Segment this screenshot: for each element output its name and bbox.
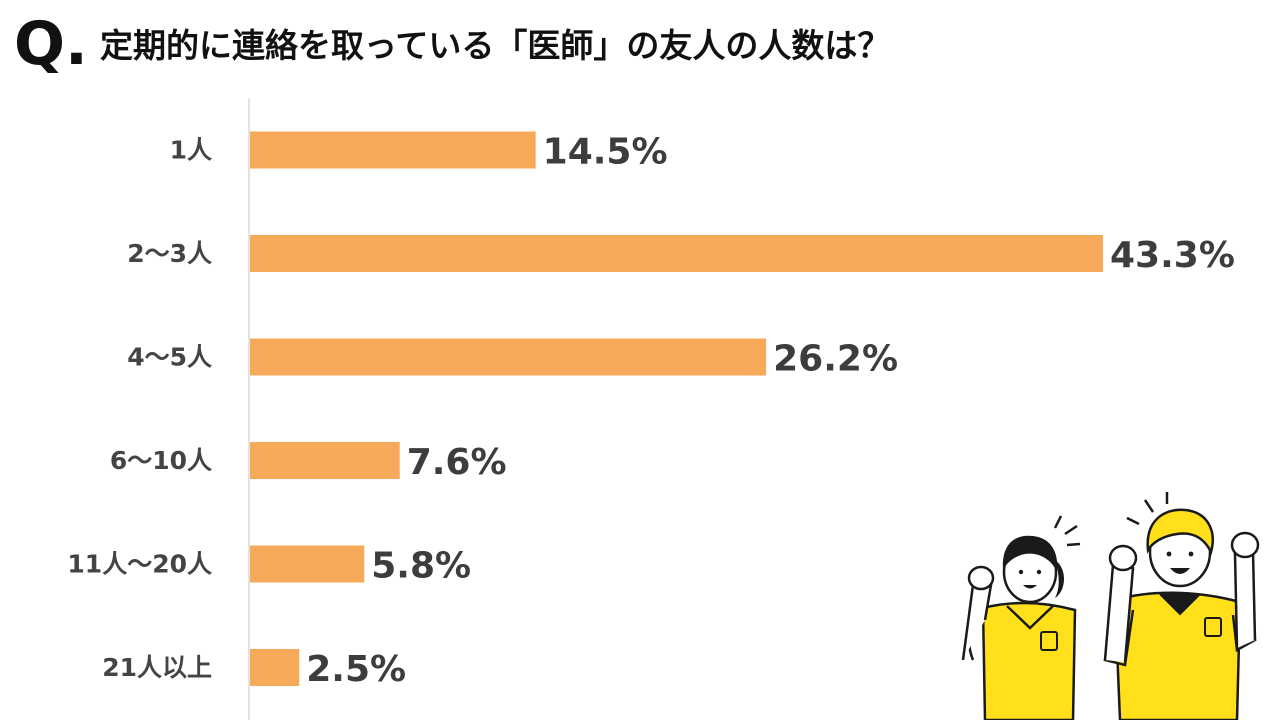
category-label-2: 4〜5人 <box>127 343 212 372</box>
woman-shirt <box>981 601 1077 720</box>
woman-figure <box>961 515 1081 720</box>
category-label-3: 6〜10人 <box>110 446 212 475</box>
category-label-1: 2〜3人 <box>127 239 212 268</box>
bar-5 <box>250 649 300 686</box>
man-figure <box>1103 492 1260 720</box>
value-label-1: 43.3% <box>1110 235 1235 276</box>
value-label-5: 2.5% <box>306 649 406 690</box>
value-label-2: 26.2% <box>773 339 898 380</box>
category-label-0: 1人 <box>170 136 212 165</box>
doctors-cheering-illustration <box>961 492 1260 720</box>
bar-4 <box>250 545 365 583</box>
chart-title: 定期的に連絡を取っている「医師」の友人の人数は？ <box>100 26 891 65</box>
value-label-4: 5.8% <box>371 546 471 587</box>
man-right-fist <box>1230 531 1260 559</box>
value-label-0: 14.5% <box>543 132 668 173</box>
woman-fist <box>967 565 995 591</box>
title-prefix: Q. <box>14 9 88 79</box>
value-label-3: 7.6% <box>407 442 507 483</box>
man-left-fist <box>1108 544 1138 572</box>
bar-2 <box>250 338 767 376</box>
category-label-4: 11人〜20人 <box>67 550 212 579</box>
bar-3 <box>250 442 400 479</box>
bar-0 <box>250 131 536 169</box>
bar-1 <box>250 235 1103 272</box>
category-label-5: 21人以上 <box>102 653 212 682</box>
